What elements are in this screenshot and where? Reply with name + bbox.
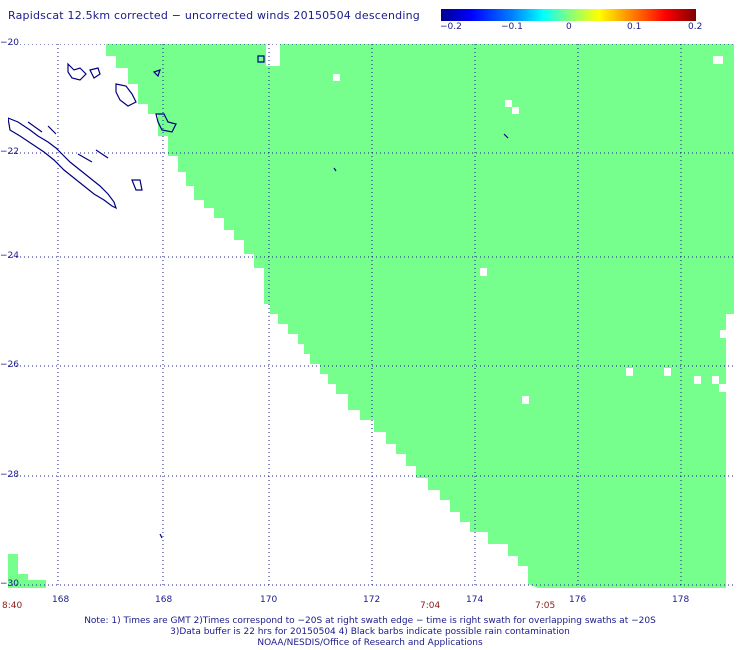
data-gap <box>480 268 487 276</box>
data-gap <box>266 44 280 66</box>
swath-area <box>8 554 46 588</box>
footnote-line: NOAA/NESDIS/Office of Research and Appli… <box>257 638 483 648</box>
lat-label: −22 <box>0 147 19 157</box>
lat-label: −30 <box>0 579 19 589</box>
time-label: 8:40 <box>2 601 23 611</box>
colorbar <box>441 9 696 21</box>
colorbar-tick: 0.1 <box>627 22 642 32</box>
wind-map <box>8 44 734 588</box>
data-gap <box>626 368 633 376</box>
time-label: 7:04 <box>420 601 441 611</box>
page-title: Rapidscat 12.5km corrected − uncorrected… <box>8 9 420 22</box>
lon-label: 168 <box>52 595 70 605</box>
lon-label: 176 <box>569 595 587 605</box>
lat-label: −20 <box>0 38 19 48</box>
footnote-line: Note: 1) Times are GMT 2)Times correspon… <box>84 616 656 626</box>
lon-label: 174 <box>466 595 484 605</box>
colorbar-tick: 0.2 <box>688 22 703 32</box>
footnote-line: 3)Data buffer is 22 hrs for 20150504 4) … <box>170 627 570 637</box>
colorbar-tick: 0 <box>566 22 572 32</box>
data-gap <box>694 376 701 384</box>
coastline <box>8 55 509 539</box>
data-gap <box>720 330 727 338</box>
time-label: 7:05 <box>535 601 556 611</box>
data-gap <box>664 368 671 376</box>
data-gap <box>512 107 519 114</box>
data-gap <box>719 384 726 392</box>
lon-label: 170 <box>260 595 278 605</box>
colorbar-tick: −0.1 <box>501 22 523 32</box>
data-gap <box>713 56 723 64</box>
data-gap <box>333 74 340 81</box>
data-gap <box>522 396 529 404</box>
lon-label: 168 <box>155 595 173 605</box>
lon-label: 178 <box>672 595 690 605</box>
graticule <box>8 44 734 588</box>
lat-label: −24 <box>0 251 19 261</box>
data-gap <box>712 376 719 384</box>
colorbar-tick: −0.2 <box>440 22 462 32</box>
swath-area <box>106 44 734 588</box>
lat-label: −26 <box>0 360 19 370</box>
data-gap <box>505 100 512 107</box>
lat-label: −28 <box>0 470 19 480</box>
lon-label: 172 <box>363 595 381 605</box>
